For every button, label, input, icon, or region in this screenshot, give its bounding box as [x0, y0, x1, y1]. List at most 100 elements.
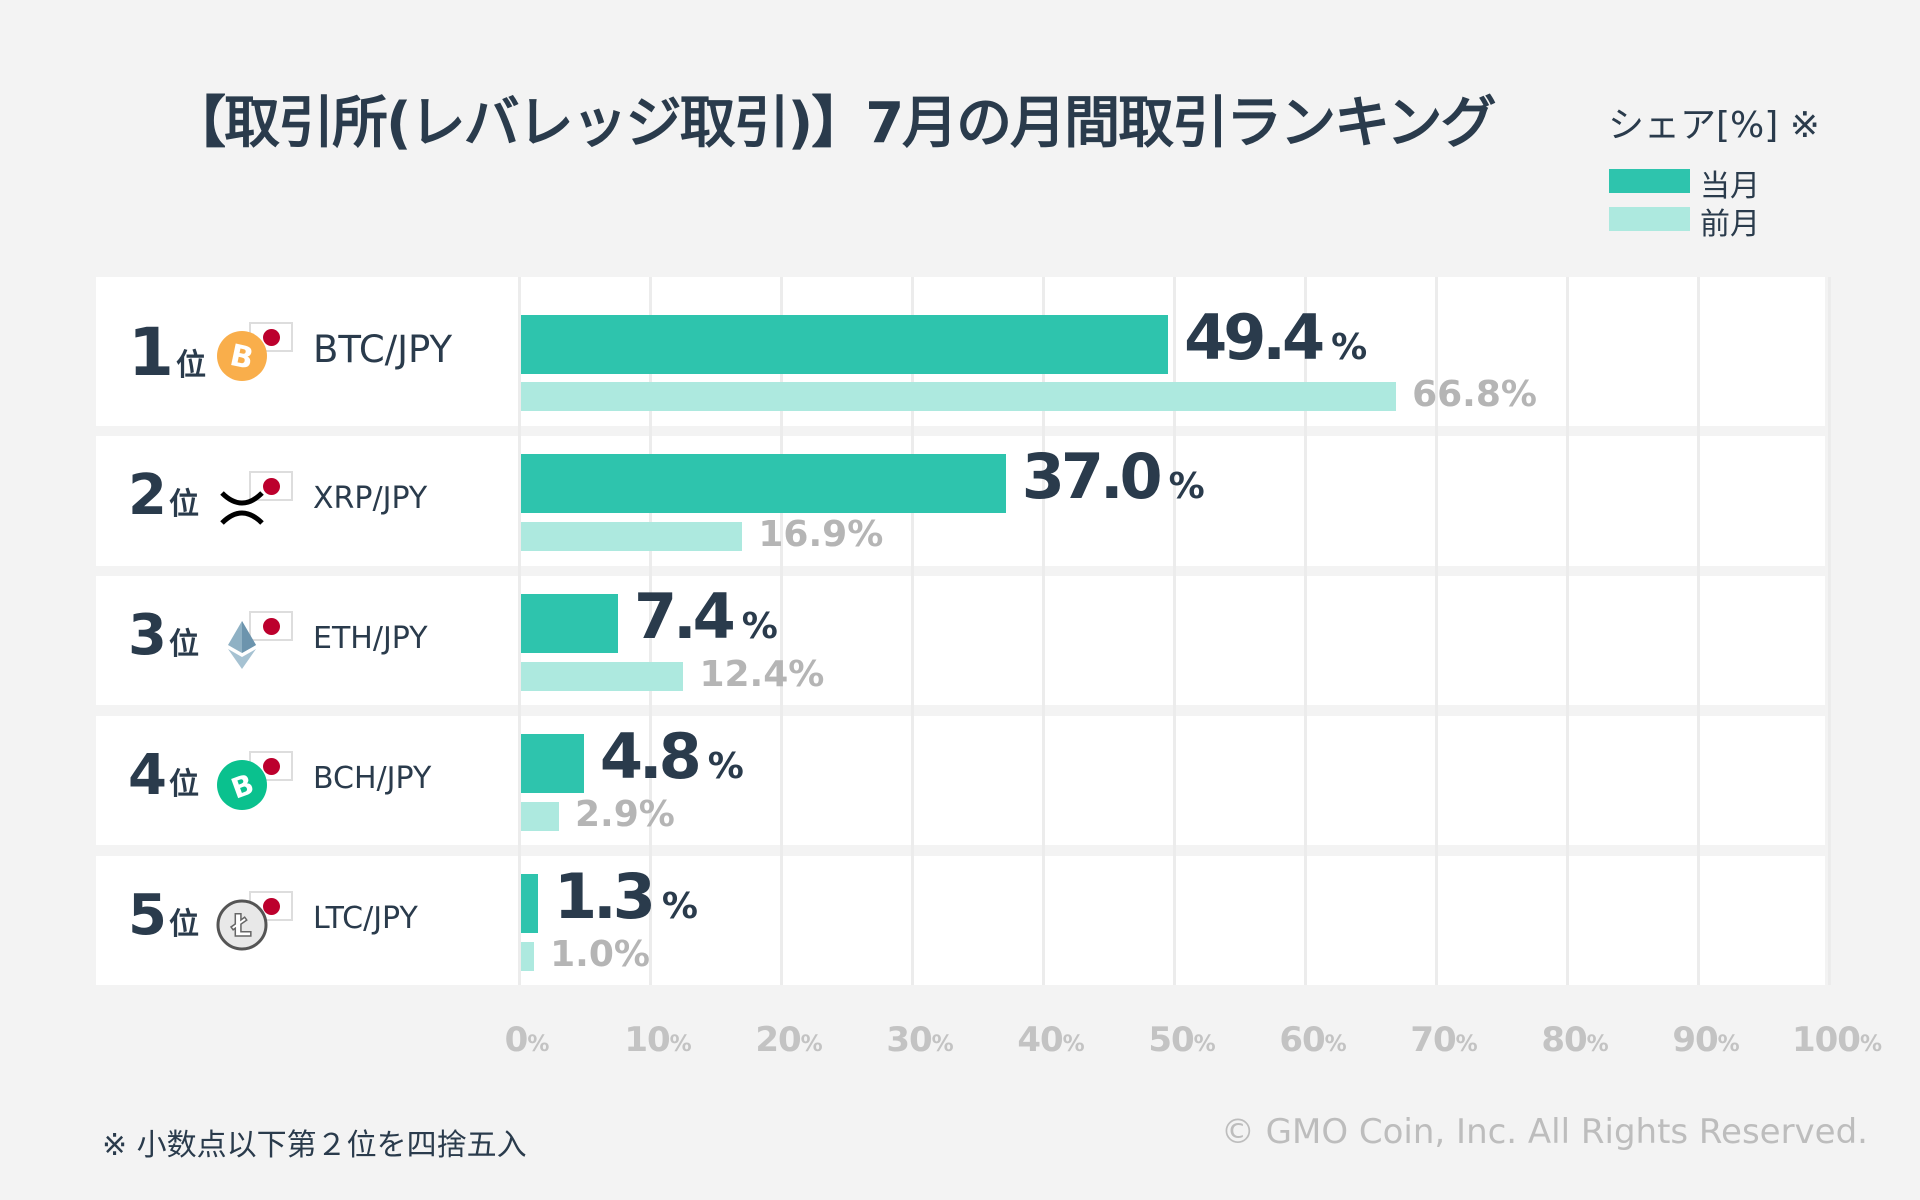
gridline	[1173, 277, 1176, 985]
value-unit: %	[661, 886, 698, 927]
x-tick-unit: %	[1193, 1032, 1216, 1057]
x-tick-value: 80	[1541, 1020, 1587, 1060]
litecoin-icon: Ł	[216, 899, 268, 951]
x-tick-unit: %	[1859, 1032, 1883, 1057]
x-tick-unit: %	[1062, 1032, 1085, 1057]
bar-previous-month	[521, 382, 1397, 411]
x-tick-label: 60%	[1279, 1020, 1346, 1060]
x-tick-label: 50%	[1148, 1020, 1215, 1060]
x-tick-label: 80%	[1541, 1020, 1608, 1060]
legend-label-previous: 前月	[1700, 207, 1760, 242]
footnote: ※ 小数点以下第２位を四捨五入	[102, 1128, 527, 1163]
gridline	[1304, 277, 1307, 985]
x-tick-label: 40%	[1017, 1020, 1084, 1060]
rank-suffix: 位	[168, 906, 199, 942]
x-tick-value: 100	[1791, 1020, 1861, 1060]
bar-previous-month	[521, 942, 535, 971]
gridline	[1697, 277, 1700, 985]
value-number: 7.4	[633, 580, 736, 653]
legend-swatch-previous	[1609, 207, 1690, 231]
x-tick-value: 50	[1148, 1020, 1194, 1060]
bar-previous-month	[521, 662, 684, 691]
copyright: © GMO Coin, Inc. All Rights Reserved.	[1220, 1112, 1868, 1152]
rank-number: 5	[128, 882, 167, 948]
bar-previous-month	[521, 522, 743, 551]
x-tick-unit: %	[800, 1032, 823, 1057]
pair-label: LTC/JPY	[313, 900, 418, 936]
rank-number: 1	[128, 313, 174, 391]
chart-title: 【取引所(レバレッジ取引)】7月の月間取引ランキング	[170, 91, 1496, 156]
japan-flag-icon	[249, 471, 293, 501]
pair-label: ETH/JPY	[313, 620, 428, 656]
rank-suffix: 位	[168, 766, 199, 802]
value-label-previous: 1.0%	[550, 934, 650, 975]
bar-current-month	[521, 594, 618, 653]
x-tick-unit: %	[1455, 1032, 1478, 1057]
bar-current-month	[521, 315, 1169, 374]
pair-label: XRP/JPY	[313, 481, 428, 516]
x-tick-label: 0%	[505, 1020, 550, 1060]
x-tick-label: 100%	[1792, 1020, 1882, 1060]
value-label-previous: 12.4%	[699, 654, 825, 695]
x-tick-label: 70%	[1410, 1020, 1477, 1060]
value-label-current: 7.4%	[634, 580, 778, 653]
value-number: 4.8	[599, 720, 702, 793]
x-tick-unit: %	[1586, 1032, 1609, 1057]
ranking-row: 5 位 Ł LTC/JPY	[96, 856, 1825, 985]
bitcoin-cash-icon: B	[216, 759, 268, 811]
x-tick-value: 0	[504, 1020, 529, 1060]
gridline	[518, 277, 521, 985]
legend-title: シェア[%] ※	[1608, 105, 1820, 146]
gridline	[1828, 277, 1831, 985]
x-tick-unit: %	[1717, 1032, 1740, 1057]
x-tick-value: 90	[1672, 1020, 1718, 1060]
gridline	[1042, 277, 1045, 985]
ranking-row: 3 位 ETH/JPY	[96, 576, 1825, 705]
x-tick-value: 10	[624, 1020, 670, 1060]
x-tick-unit: %	[1324, 1032, 1347, 1057]
pair-label: BCH/JPY	[313, 760, 432, 796]
gridline	[1435, 277, 1438, 985]
x-tick-label: 10%	[624, 1020, 691, 1060]
gridline	[780, 277, 783, 985]
x-tick-unit: %	[669, 1032, 692, 1057]
value-label-current: 1.3%	[554, 860, 698, 933]
legend-label-current: 当月	[1700, 169, 1760, 204]
legend-swatch-current	[1609, 169, 1690, 193]
x-tick-value: 20	[755, 1020, 801, 1060]
value-number: 37.0	[1021, 440, 1163, 513]
rank-suffix: 位	[168, 626, 199, 662]
pair-label: BTC/JPY	[313, 327, 453, 371]
x-tick-value: 40	[1017, 1020, 1063, 1060]
value-unit: %	[1331, 327, 1368, 368]
gridline	[911, 277, 914, 985]
x-tick-value: 70	[1410, 1020, 1456, 1060]
ethereum-icon	[216, 619, 268, 671]
xrp-icon	[216, 479, 268, 531]
x-tick-unit: %	[527, 1032, 550, 1057]
value-label-current: 4.8%	[600, 720, 744, 793]
bar-current-month	[521, 734, 584, 793]
value-label-previous: 16.9%	[758, 514, 884, 555]
value-unit: %	[707, 746, 744, 787]
bitcoin-icon: B	[216, 330, 268, 382]
bar-current-month	[521, 874, 539, 933]
gridline	[649, 277, 652, 985]
rank-number: 3	[128, 602, 167, 668]
bar-previous-month	[521, 802, 559, 831]
value-label-current: 37.0%	[1022, 440, 1205, 513]
x-tick-label: 20%	[755, 1020, 822, 1060]
x-tick-label: 90%	[1672, 1020, 1739, 1060]
rank-number: 2	[128, 463, 167, 528]
x-tick-label: 30%	[886, 1020, 953, 1060]
rank-number: 4	[128, 742, 167, 808]
rank-suffix: 位	[175, 347, 206, 383]
x-tick-unit: %	[931, 1032, 954, 1057]
gridline	[1566, 277, 1569, 985]
value-unit: %	[741, 606, 778, 647]
